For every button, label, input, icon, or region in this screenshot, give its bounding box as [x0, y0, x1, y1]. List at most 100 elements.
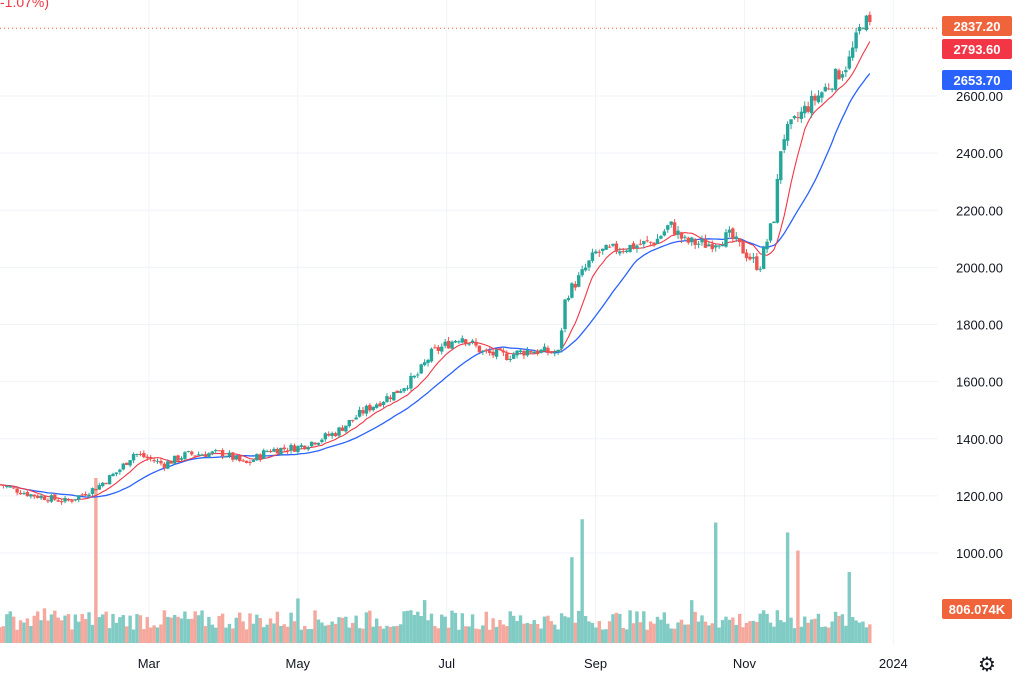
candle — [255, 453, 259, 462]
candle-body — [535, 350, 540, 355]
candle — [755, 252, 759, 271]
candle-body — [179, 458, 184, 460]
volume-bar — [275, 611, 280, 643]
candle — [73, 499, 78, 502]
candle — [138, 451, 143, 457]
candle-body — [42, 496, 47, 501]
volume-bar — [546, 615, 550, 643]
candle — [193, 455, 197, 458]
volume-bar — [114, 622, 119, 643]
candle-body — [214, 450, 218, 452]
candle-body — [481, 350, 485, 352]
volume-bar — [32, 615, 36, 643]
volume-bar — [330, 621, 334, 643]
candle-body — [118, 469, 122, 472]
volume-bar — [59, 620, 64, 643]
candle — [491, 349, 495, 359]
candle — [220, 448, 225, 460]
volume-bar — [392, 626, 396, 643]
candle-body — [275, 448, 280, 454]
candle-body — [734, 236, 738, 240]
volume-bar — [306, 629, 310, 643]
candle-body — [292, 445, 297, 452]
volume-bar — [320, 622, 324, 643]
candle — [251, 458, 256, 463]
candle — [231, 452, 235, 462]
volume-bar — [621, 628, 625, 643]
candle-body — [433, 347, 437, 349]
candle — [241, 458, 245, 463]
candle-body — [765, 241, 769, 250]
volume-bar — [183, 611, 187, 643]
volume-bar — [652, 623, 656, 643]
candle — [857, 23, 862, 35]
volume-bar — [868, 624, 872, 643]
volume-bar — [727, 619, 732, 643]
volume-bar — [142, 629, 146, 643]
candle — [501, 348, 506, 357]
volume-bar — [450, 610, 454, 643]
candle-body — [529, 351, 533, 353]
volume-bar — [481, 625, 485, 643]
candle — [234, 454, 238, 461]
candle-body — [364, 405, 369, 414]
candle-body — [501, 350, 506, 353]
candle-body — [559, 330, 564, 349]
candle — [847, 50, 851, 71]
volume-bar — [402, 611, 406, 643]
candle-body — [792, 116, 797, 119]
volume-bar — [446, 627, 451, 643]
candle — [453, 340, 458, 344]
candle — [186, 450, 191, 453]
y-tick-label: 1000.00 — [956, 546, 1003, 561]
candle — [39, 493, 43, 500]
candle-body — [809, 95, 814, 114]
candle-body — [412, 375, 417, 378]
volume-bar — [368, 610, 372, 643]
candle-body — [703, 239, 708, 248]
candle-body — [494, 349, 499, 357]
volume-bar — [265, 624, 269, 643]
volume-bar — [813, 618, 817, 643]
candle-body — [624, 250, 629, 253]
volume-bar — [532, 620, 536, 643]
candle — [720, 241, 725, 247]
volume-bar — [737, 613, 742, 643]
volume-bar — [327, 624, 331, 643]
candle — [508, 355, 512, 363]
gear-icon[interactable]: ⚙ — [978, 654, 996, 676]
candle — [785, 121, 790, 146]
candle — [481, 350, 485, 355]
volume-bar — [491, 618, 495, 643]
candle — [450, 340, 454, 350]
candle-body — [628, 244, 632, 252]
volume-bar — [131, 629, 136, 643]
volume-bar — [162, 610, 167, 643]
candle-body — [453, 340, 458, 343]
candle-body — [539, 349, 543, 353]
candle-body — [203, 454, 208, 457]
candle-body — [395, 390, 399, 394]
candle — [686, 236, 691, 245]
candle-body — [806, 106, 810, 112]
volume-bar — [734, 624, 738, 643]
candle — [56, 498, 60, 503]
candle-body — [176, 455, 180, 461]
volume-bar — [662, 612, 667, 643]
candle-body — [727, 229, 732, 233]
volume-bar — [56, 617, 60, 643]
candle-body — [820, 92, 824, 98]
volume-bar — [628, 610, 632, 643]
candle-body — [816, 95, 821, 103]
y-tick-label: 2600.00 — [956, 89, 1003, 104]
candle-body — [131, 454, 136, 461]
candle-body — [121, 463, 125, 470]
candle-body — [340, 427, 345, 431]
candle — [645, 235, 649, 243]
candle — [539, 348, 543, 354]
candle — [573, 281, 578, 291]
candle-body — [775, 178, 780, 223]
volume-bar — [268, 618, 273, 643]
